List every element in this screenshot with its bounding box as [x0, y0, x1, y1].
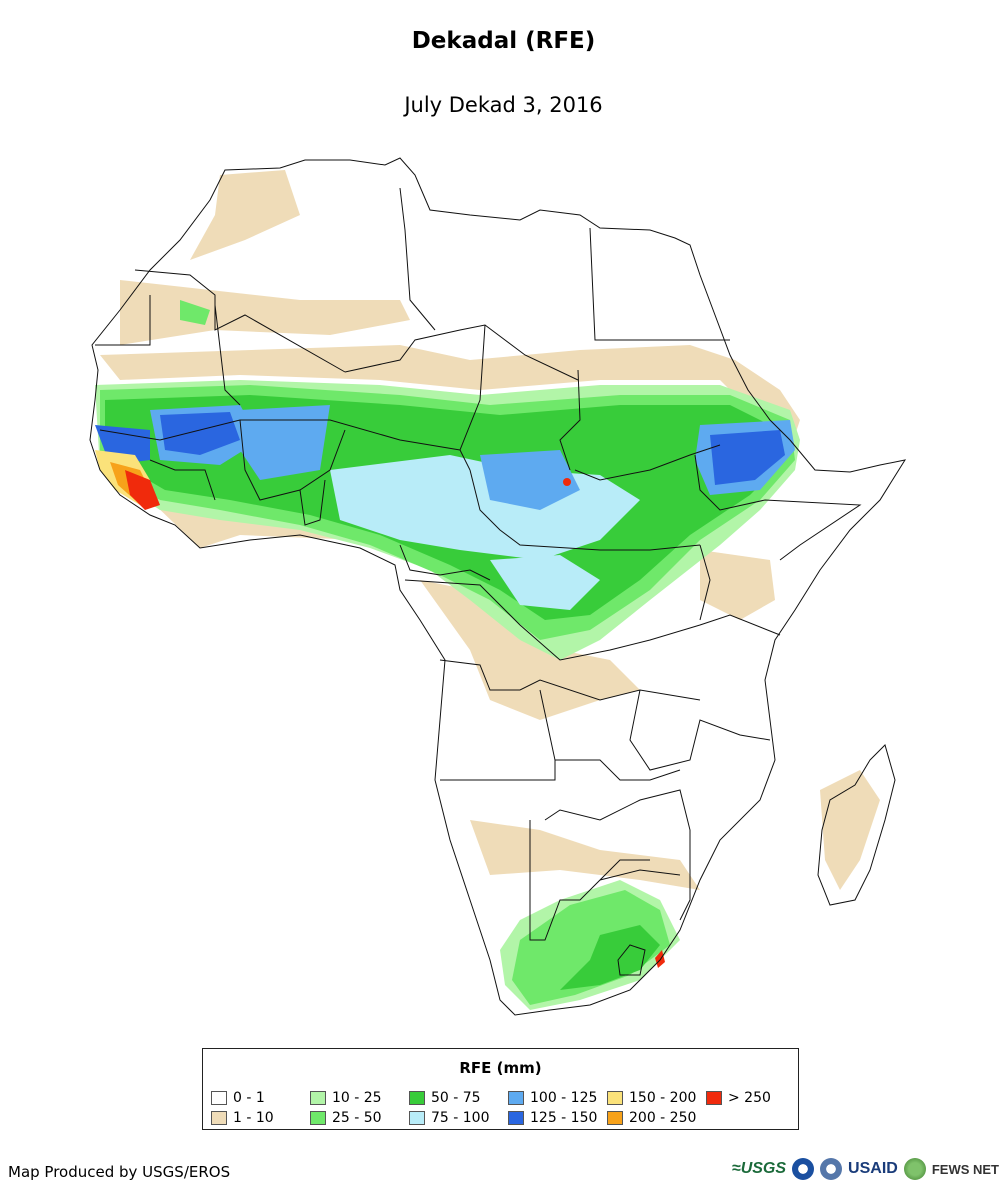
border — [559, 369, 581, 471]
fews-net-globe-icon — [903, 1158, 926, 1180]
legend-item: 125 - 150 — [508, 1109, 597, 1127]
usaid-logo: USAID — [848, 1160, 898, 1177]
legend-item: > 250 — [706, 1089, 771, 1107]
rfe-zone-25-50 — [180, 300, 210, 325]
legend-swatch — [508, 1091, 524, 1105]
fews-net-logo: FEWS NET — [931, 1161, 999, 1177]
rfe-zone-over-250 — [655, 950, 665, 968]
map-credit: Map Produced by USGS/EROS — [8, 1163, 231, 1181]
border — [214, 304, 241, 406]
border — [529, 820, 650, 941]
legend-item: 150 - 200 — [607, 1089, 696, 1107]
border — [589, 227, 730, 341]
border — [404, 579, 781, 661]
border — [574, 444, 721, 481]
rfe-zone-125-150 — [710, 430, 785, 485]
rfe-zone-1-10 — [470, 820, 700, 890]
legend-box: RFE (mm) 0 - 1 1 - 10 10 - 25 25 - 50 50… — [202, 1048, 799, 1130]
rfe-zone-100-125 — [240, 405, 330, 480]
border — [440, 689, 556, 781]
rfe-zone-1-10 — [820, 770, 880, 890]
legend-label: 150 - 200 — [629, 1090, 697, 1106]
legend-swatch — [211, 1111, 227, 1125]
legend-label: 200 - 250 — [629, 1110, 697, 1126]
border — [299, 479, 326, 526]
legend-swatch — [310, 1111, 326, 1125]
legend-title: RFE (mm) — [459, 1059, 542, 1077]
legend-swatch — [706, 1091, 722, 1105]
rfe-zone-50-75 — [560, 925, 660, 990]
border — [469, 469, 701, 551]
legend-item: 1 - 10 — [211, 1109, 274, 1127]
legend-swatch — [211, 1091, 227, 1105]
legend-label: > 250 — [728, 1090, 771, 1106]
country-boundaries — [89, 157, 907, 1016]
rfe-zone-100-125 — [480, 450, 580, 510]
legend-label: 25 - 50 — [332, 1110, 382, 1126]
border — [694, 454, 862, 561]
legend-label: 1 - 10 — [233, 1110, 274, 1126]
rfe-zone-25-50 — [512, 890, 670, 1005]
rfe-zone-over-250 — [563, 478, 571, 486]
legend-items: 0 - 1 1 - 10 10 - 25 25 - 50 50 - 75 75 … — [211, 1089, 796, 1129]
legend-swatch — [409, 1091, 425, 1105]
map-title: Dekadal (RFE) — [411, 28, 596, 54]
border — [344, 324, 579, 381]
border — [399, 187, 436, 331]
border — [95, 295, 151, 346]
rfe-zone-75-100 — [490, 555, 600, 610]
map-subtitle: July Dekad 3, 2016 — [404, 93, 603, 117]
rfe-zone-1-10 — [700, 550, 775, 620]
agency-logos: ≈USGS USAID FEWS NET — [732, 1158, 999, 1180]
border — [699, 544, 711, 621]
rfe-zone-1-10 — [100, 345, 800, 450]
legend-label: 75 - 100 — [431, 1110, 490, 1126]
legend-label: 50 - 75 — [431, 1090, 481, 1106]
rainfall-layer — [95, 170, 880, 1010]
legend-item: 0 - 1 — [211, 1089, 265, 1107]
noaa-logo-icon — [792, 1158, 815, 1180]
legend-item: 10 - 25 — [310, 1089, 382, 1107]
border — [555, 759, 681, 781]
rfe-zone-1-10 — [190, 170, 300, 260]
legend-label: 0 - 1 — [233, 1090, 265, 1106]
legend-swatch — [607, 1091, 623, 1105]
rfe-zone-125-150 — [160, 412, 240, 455]
rfe-zone-over-250 — [125, 470, 160, 510]
border — [149, 459, 216, 501]
legend-label: 125 - 150 — [530, 1110, 598, 1126]
legend-item: 100 - 125 — [508, 1089, 597, 1107]
legend-item: 50 - 75 — [409, 1089, 481, 1107]
legend-item: 200 - 250 — [607, 1109, 696, 1127]
border — [599, 869, 681, 881]
border — [239, 419, 346, 501]
border — [544, 789, 691, 921]
border — [629, 689, 771, 771]
legend-label: 10 - 25 — [332, 1090, 382, 1106]
usgs-logo: ≈USGS — [731, 1160, 787, 1177]
border — [439, 659, 701, 701]
border — [134, 269, 346, 373]
legend-swatch — [409, 1111, 425, 1125]
africa-coastline — [89, 157, 907, 1016]
border — [617, 944, 646, 976]
legend-label: 100 - 125 — [530, 1090, 598, 1106]
madagascar-coastline — [817, 744, 896, 906]
legend-swatch — [310, 1091, 326, 1105]
border — [399, 544, 491, 581]
legend-item: 75 - 100 — [409, 1109, 490, 1127]
legend-item: 25 - 50 — [310, 1109, 382, 1127]
legend-swatch — [607, 1111, 623, 1125]
border — [459, 324, 486, 471]
nasa-seal-icon — [820, 1158, 843, 1180]
border — [99, 419, 461, 451]
legend-swatch — [508, 1111, 524, 1125]
africa-rainfall-map — [89, 157, 907, 1016]
rfe-zone-1-10 — [120, 280, 410, 345]
rfe-zone-1-10 — [420, 580, 640, 720]
